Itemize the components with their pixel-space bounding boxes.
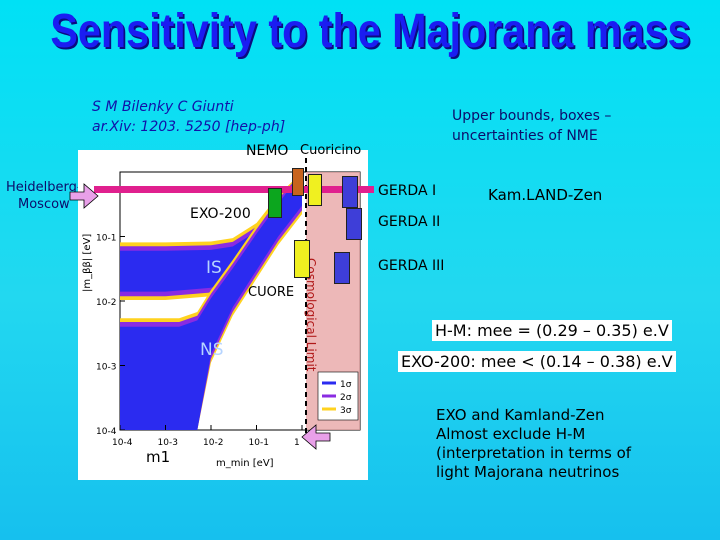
legend-entry: 3σ: [340, 406, 352, 416]
label-gerda-1: GERDA I: [378, 183, 437, 199]
heidelberg-moscow-bar: [94, 186, 374, 193]
citation-reference: ar.Xiv: 1203. 5250 [hep-ph]: [92, 119, 286, 135]
y-tick-label: 10-3: [96, 363, 116, 373]
hm-result-box: H-M: mee = (0.29 – 0.35) e.V: [432, 320, 672, 341]
x-tick-label: 10-2: [203, 438, 223, 448]
label-exo200: EXO-200: [190, 206, 251, 222]
x-tick-label: 10-4: [112, 438, 133, 448]
cuore-box: [294, 240, 310, 278]
heidelberg-label-line1: Heidelberg-: [6, 180, 82, 195]
band-label-is: IS: [206, 258, 222, 278]
label-cuore: CUORE: [248, 285, 295, 300]
upper-bounds-note-line1: Upper bounds, boxes –: [452, 108, 612, 124]
gerda-3-box: [334, 252, 350, 284]
x-tick-label: 10-3: [158, 438, 178, 448]
x-tick-label: 1: [294, 438, 300, 448]
y-tick-label: 10-1: [96, 234, 116, 244]
conclusion-line-3: (interpretation in terms of: [436, 444, 632, 462]
label-kamland-zen: Kam.LAND-Zen: [488, 186, 603, 204]
upper-bounds-note-line2: uncertainties of NME: [452, 128, 598, 144]
conclusion-line-4: light Majorana neutrinos: [436, 463, 620, 481]
band-is-1sigma: [120, 172, 302, 292]
m1-label: m1: [146, 448, 171, 466]
label-gerda-2: GERDA II: [378, 214, 441, 230]
exo200-box: [268, 188, 282, 218]
conclusion-line-2: Almost exclude H-M: [436, 425, 586, 443]
label-gerda-3: GERDA III: [378, 258, 445, 274]
legend-entry: 2σ: [340, 393, 352, 403]
conclusion-note: EXO and Kamland-Zen Almost exclude H-M (…: [436, 406, 696, 482]
cosmology-arrow: [301, 424, 331, 450]
heidelberg-label-line2: Moscow: [18, 197, 70, 212]
band-label-ns: NS: [200, 340, 224, 360]
exo200-result-box: EXO-200: mee < (0.14 – 0.38) e.V: [398, 351, 676, 372]
y-axis-label: |m_ββ| [eV]: [82, 233, 93, 292]
gerda-1-box: [342, 176, 358, 208]
citation-authors: S M Bilenky C Giunti: [92, 99, 234, 115]
x-tick-label: 10-1: [249, 438, 269, 448]
cuoricino-box: [308, 174, 322, 206]
label-nemo: NEMO: [246, 143, 289, 159]
conclusion-line-1: EXO and Kamland-Zen: [436, 406, 605, 424]
nemo-box: [292, 168, 304, 196]
y-tick-label: 10-2: [96, 298, 116, 308]
gerda-2-box: [346, 208, 362, 240]
label-cuoricino: Cuoricino: [300, 143, 362, 158]
y-tick-label: 10-4: [96, 427, 117, 437]
legend-entry: 1σ: [340, 380, 352, 390]
band-ns-1sigma: [120, 172, 302, 430]
slide-title: Sensitivity to the Majorana mass: [50, 5, 691, 58]
heidelberg-arrow: [69, 183, 99, 209]
x-axis-label: m_min [eV]: [216, 458, 274, 469]
